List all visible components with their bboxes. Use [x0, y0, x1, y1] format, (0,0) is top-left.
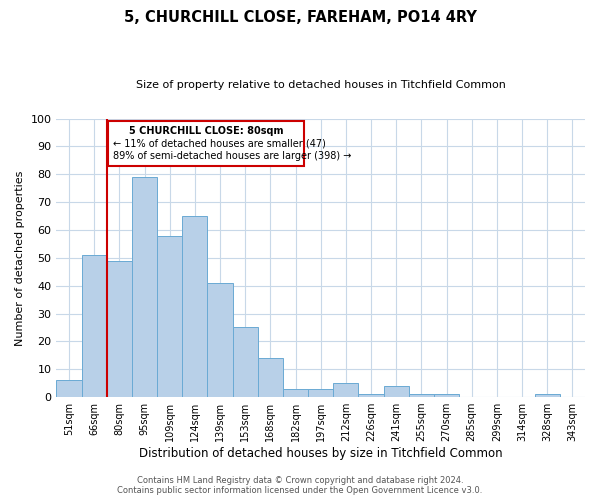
Bar — [283, 388, 308, 397]
Text: 89% of semi-detached houses are larger (398) →: 89% of semi-detached houses are larger (… — [113, 150, 352, 160]
Text: 5 CHURCHILL CLOSE: 80sqm: 5 CHURCHILL CLOSE: 80sqm — [129, 126, 283, 136]
Bar — [56, 380, 82, 397]
Bar — [409, 394, 434, 397]
Y-axis label: Number of detached properties: Number of detached properties — [15, 170, 25, 346]
Text: ← 11% of detached houses are smaller (47): ← 11% of detached houses are smaller (47… — [113, 138, 326, 148]
FancyBboxPatch shape — [108, 122, 304, 166]
Bar — [358, 394, 383, 397]
Bar — [535, 394, 560, 397]
Bar — [107, 260, 132, 397]
Bar — [308, 388, 333, 397]
Title: Size of property relative to detached houses in Titchfield Common: Size of property relative to detached ho… — [136, 80, 506, 90]
Bar — [434, 394, 459, 397]
Bar — [82, 255, 107, 397]
Text: Contains HM Land Registry data © Crown copyright and database right 2024.
Contai: Contains HM Land Registry data © Crown c… — [118, 476, 482, 495]
Bar — [233, 328, 258, 397]
Bar — [333, 383, 358, 397]
Bar — [157, 236, 182, 397]
Bar — [208, 283, 233, 397]
Bar — [132, 177, 157, 397]
Bar — [383, 386, 409, 397]
X-axis label: Distribution of detached houses by size in Titchfield Common: Distribution of detached houses by size … — [139, 447, 503, 460]
Bar — [258, 358, 283, 397]
Text: 5, CHURCHILL CLOSE, FAREHAM, PO14 4RY: 5, CHURCHILL CLOSE, FAREHAM, PO14 4RY — [124, 10, 476, 25]
Bar — [182, 216, 208, 397]
